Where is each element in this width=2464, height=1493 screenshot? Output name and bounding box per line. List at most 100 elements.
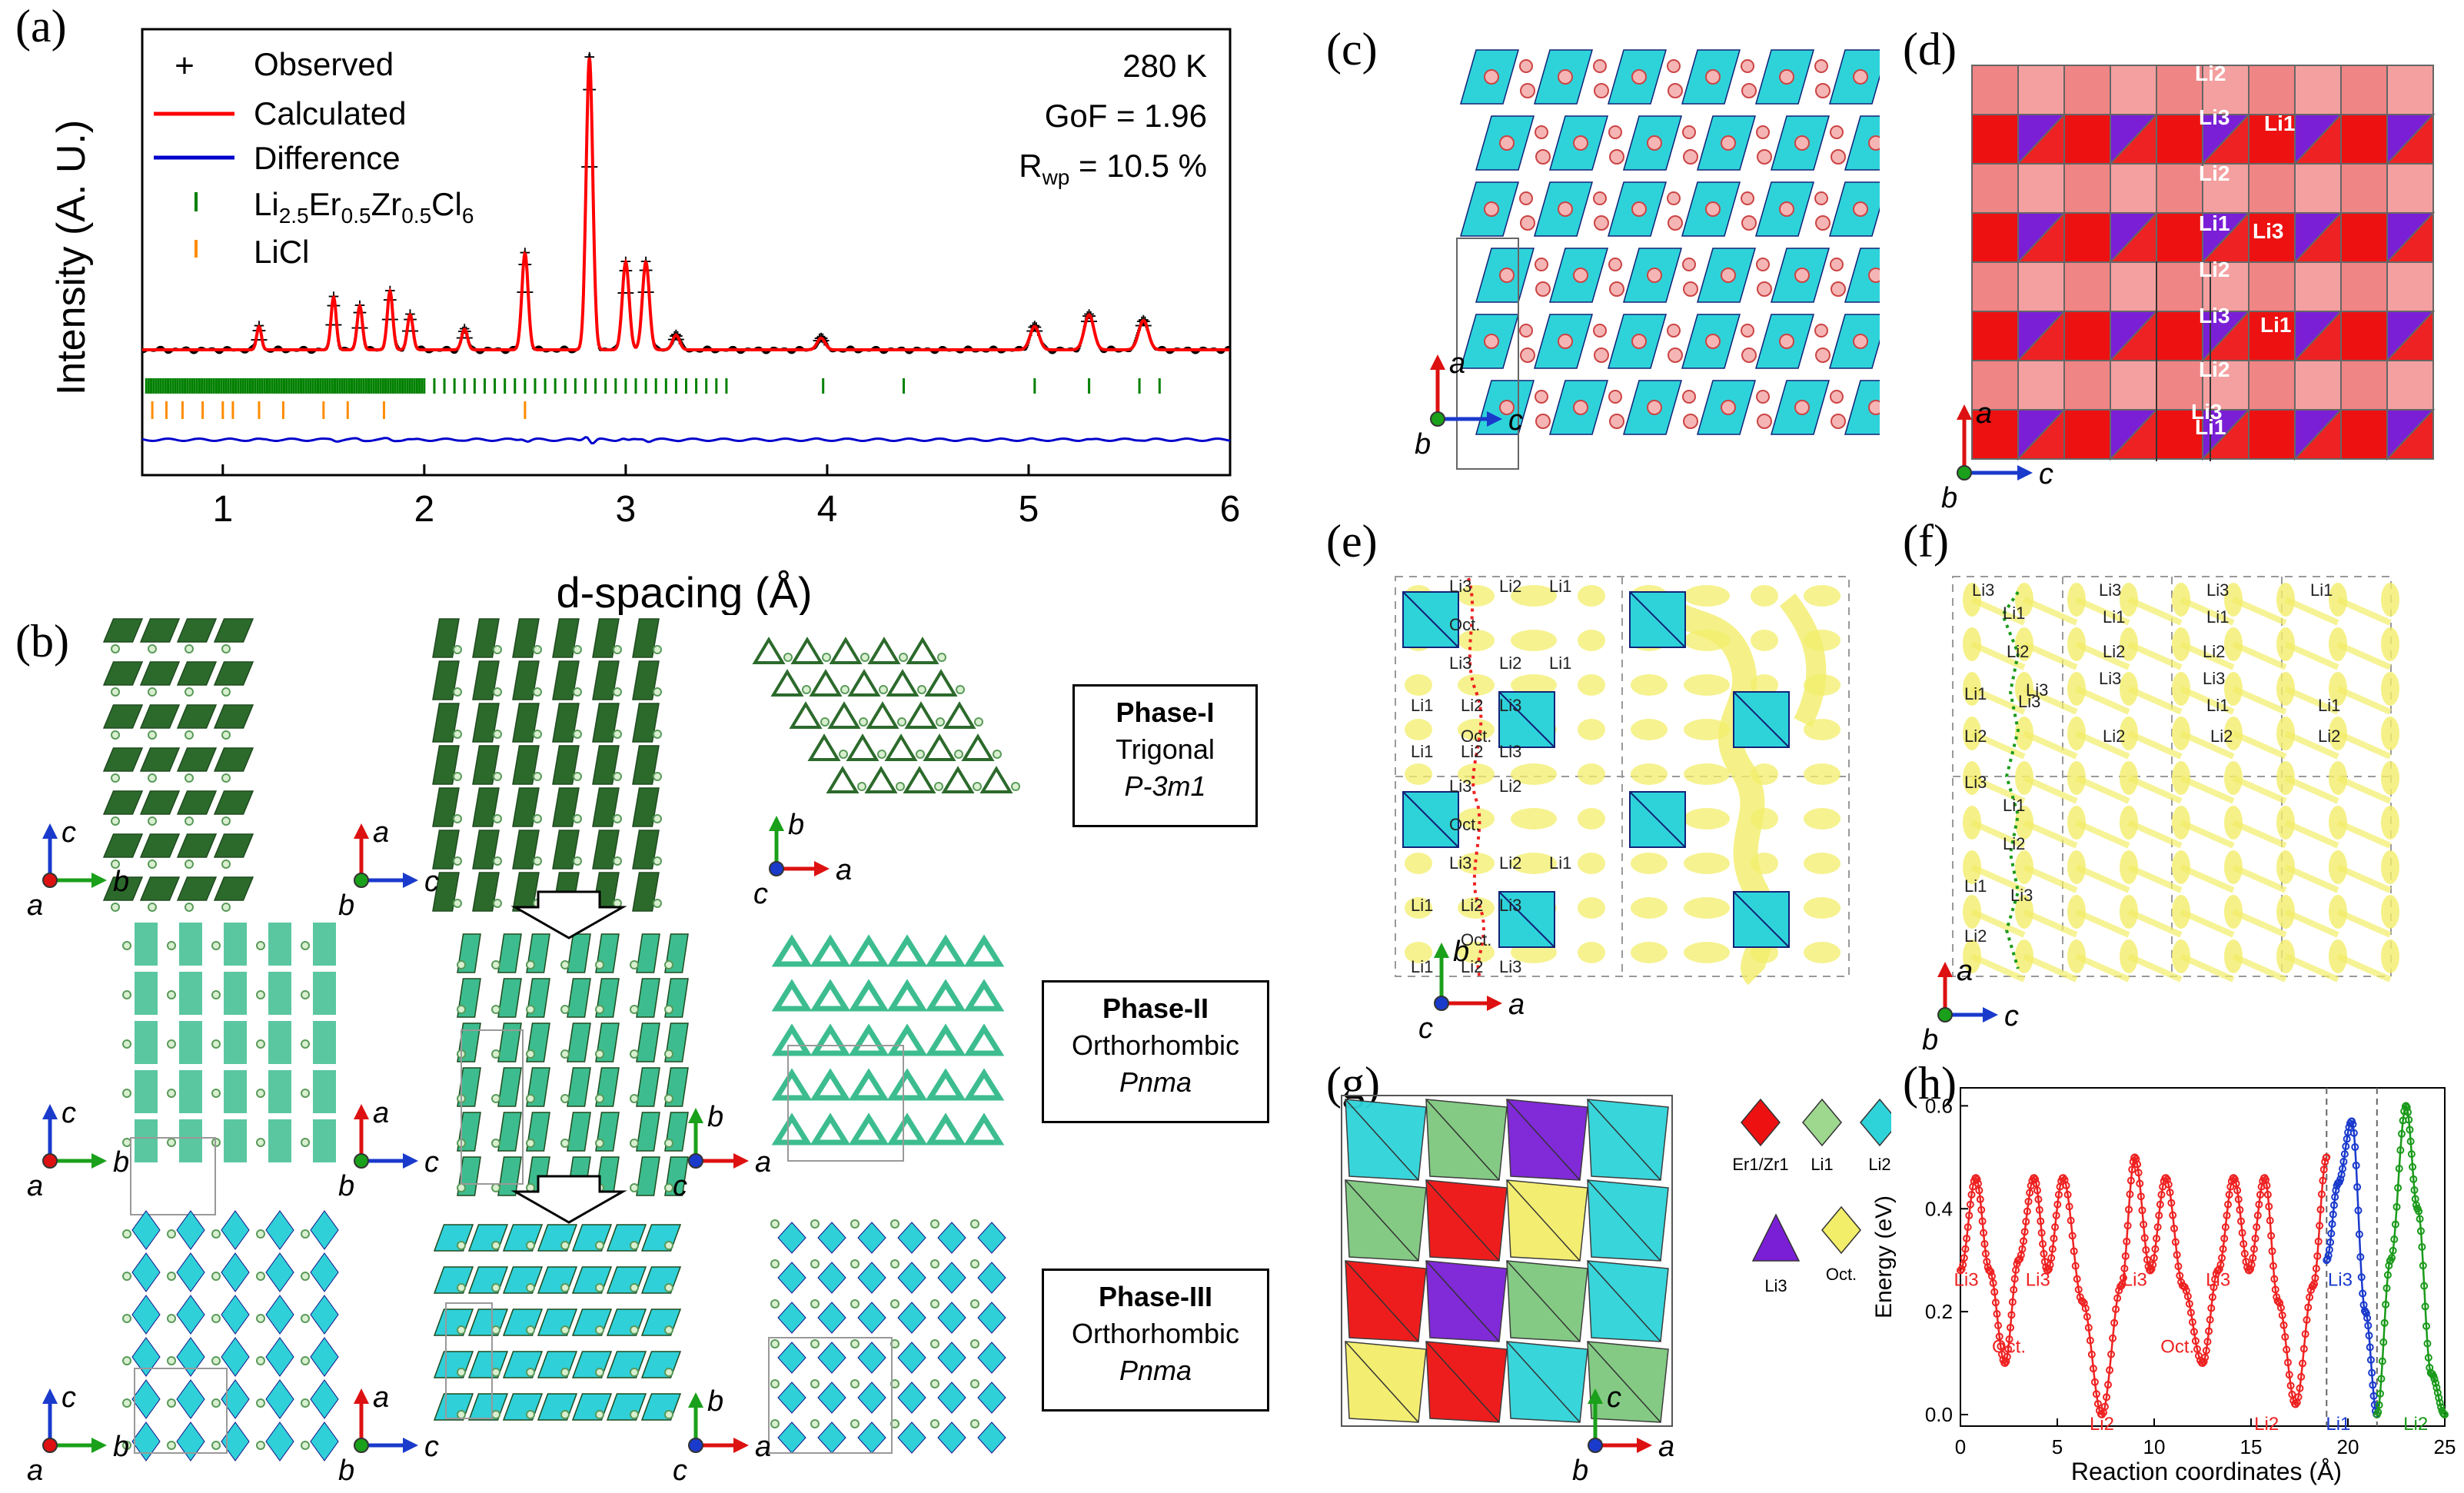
polyhedron-edge: [1587, 1099, 1661, 1181]
phase3-title: Phase-III: [1098, 1281, 1213, 1312]
li2-octahedron: [2294, 261, 2342, 312]
red-point: [2125, 1205, 2133, 1214]
density-blob: [1511, 585, 1557, 607]
octahedron: [131, 1295, 161, 1335]
atom: [630, 1049, 639, 1059]
blue-point: [2363, 1314, 2372, 1322]
site-label: Li3: [1499, 957, 1521, 976]
site-label: Li2: [1499, 577, 1521, 596]
blue-point: [2342, 1142, 2350, 1151]
li-atom: [1499, 400, 1515, 415]
density-blob: [1405, 897, 1432, 919]
density-blob: [1684, 763, 1730, 785]
green-point: [2376, 1389, 2385, 1398]
li-atom: [1558, 69, 1573, 85]
density-link: [2127, 641, 2183, 670]
red-point: [2005, 1335, 2013, 1343]
triangle-unit: [941, 766, 975, 793]
density-link: [2336, 686, 2392, 715]
polyhedron: [179, 1021, 202, 1064]
atom: [167, 1089, 176, 1098]
polyhedron: [537, 1393, 578, 1421]
octahedron: [265, 1295, 294, 1335]
octahedron: [176, 876, 218, 901]
triangle-unit: [848, 979, 890, 1012]
density-link: [2127, 775, 2183, 804]
density-blob: [1751, 630, 1778, 651]
li-atom: [1756, 390, 1770, 404]
li2-octahedron: [2156, 163, 2203, 214]
red-point: [2246, 1265, 2255, 1273]
atom: [256, 1441, 265, 1450]
triangle-unit: [752, 637, 786, 664]
red-point: [2093, 1399, 2102, 1408]
red-point: [2240, 1239, 2248, 1248]
li-atom: [1683, 414, 1698, 429]
site-label: Li2: [2318, 727, 2340, 746]
li-atom: [1868, 135, 1880, 151]
triangle-unit: [810, 1068, 851, 1101]
atom: [970, 1299, 979, 1308]
red-point: [2191, 1337, 2200, 1345]
atom: [613, 814, 622, 823]
li1-octahedron: [2340, 311, 2388, 361]
red-point: [2003, 1352, 2011, 1361]
triangle-unit: [847, 669, 881, 697]
density-link: [2075, 730, 2130, 760]
blue-point: [2329, 1210, 2337, 1219]
octahedron: [817, 1222, 846, 1254]
octahedron: [1844, 380, 1880, 435]
atom: [573, 814, 582, 823]
li-atom: [1520, 215, 1535, 231]
site-label: Li3: [1449, 653, 1471, 673]
atom: [301, 1039, 310, 1049]
atom: [595, 1094, 604, 1103]
atom: [770, 1339, 780, 1348]
density-blob: [1458, 719, 1495, 740]
axis-corner-label: a: [27, 1455, 43, 1487]
red-point: [2087, 1350, 2096, 1358]
atom: [653, 772, 662, 781]
red-point: [2253, 1223, 2261, 1232]
octahedron: [432, 830, 460, 870]
triangle-unit: [771, 979, 813, 1012]
red-point: [2046, 1261, 2054, 1269]
green-point: [2409, 1162, 2417, 1171]
red-point: [2126, 1190, 2134, 1199]
octahedron: [552, 830, 580, 870]
atom: [930, 1419, 939, 1428]
polyhedron: [640, 1351, 682, 1378]
atom: [954, 750, 963, 759]
diffusion-path: [1467, 577, 1485, 977]
axis-origin: [1588, 1438, 1603, 1453]
legend-label: Er1/Zr1: [1732, 1155, 1788, 1174]
rwp-label: Rwp = 10.5 %: [1019, 148, 1207, 189]
green-point: [2393, 1202, 2401, 1211]
axis-up-head: [1434, 943, 1449, 958]
site-label: Li2: [2007, 642, 2029, 661]
density-blob: [1684, 853, 1730, 874]
atom: [613, 645, 622, 654]
atom: [148, 730, 157, 740]
density-blob: [1631, 763, 1668, 785]
atom: [595, 1325, 604, 1335]
octahedron: [102, 618, 144, 643]
red-point: [2090, 1378, 2099, 1386]
polyhedron: [313, 1119, 336, 1162]
observed-point: [588, 54, 591, 57]
li-atom: [1667, 324, 1681, 338]
atom: [256, 1398, 265, 1408]
atom: [595, 1368, 604, 1377]
density-link: [2284, 730, 2339, 760]
axis-corner-label: c: [673, 1455, 687, 1487]
atom: [185, 860, 194, 869]
phase1-group: P-3m1: [1124, 770, 1206, 802]
axis-up-label: a: [1976, 397, 1992, 430]
octahedron: [102, 790, 144, 815]
polyhedron: [313, 923, 336, 966]
atom: [211, 1272, 221, 1281]
axis-up-label: c: [62, 1382, 76, 1414]
polyhedron: [1587, 1099, 1669, 1181]
red-point: [2230, 1175, 2239, 1183]
density-link: [2023, 864, 2078, 893]
